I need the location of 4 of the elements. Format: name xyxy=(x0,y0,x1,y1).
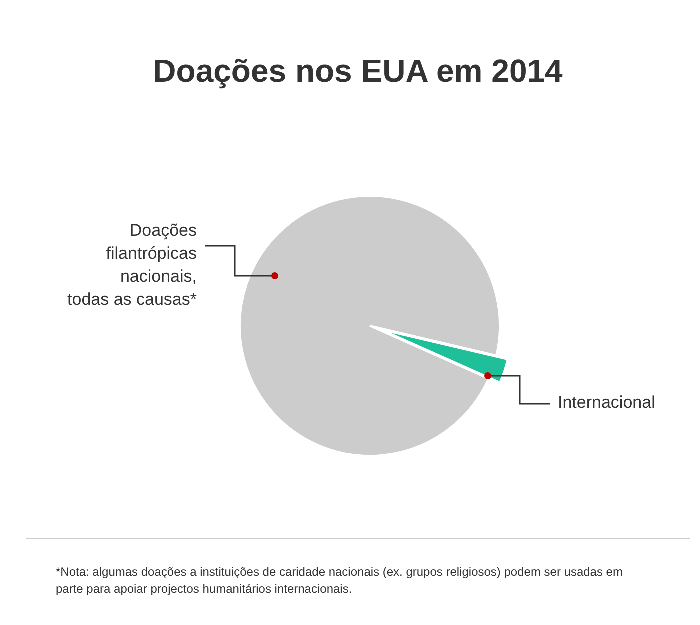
chart-title: Doações nos EUA em 2014 xyxy=(153,53,564,89)
text: *Nota: algumas doações a instituições de caridade nacionais (ex. grupos religiosos) podem ser usadas em parte para apoiar projectos humanitários internacionais. xyxy=(56,565,623,596)
slice-label: Internacional xyxy=(558,393,656,412)
slice-label: Doações filantrópicas nacionais, todas as causas* xyxy=(68,221,198,310)
